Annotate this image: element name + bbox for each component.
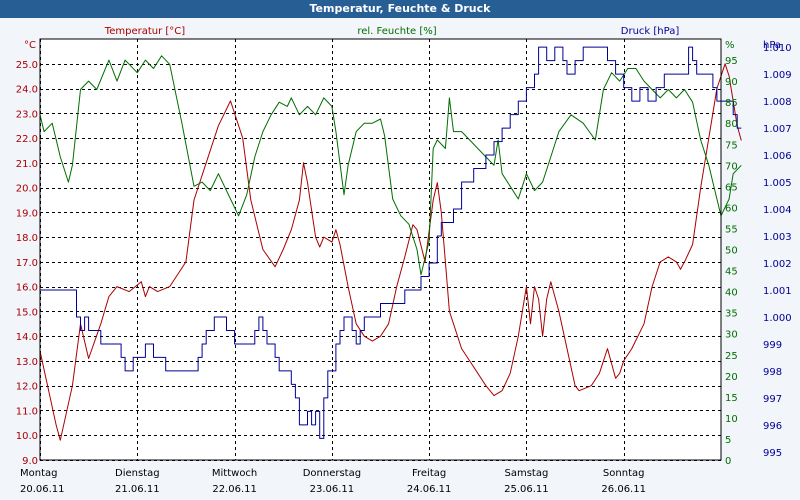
humidity-tick-label: 50 (725, 246, 738, 257)
humidity-tick-label: 35 (725, 309, 738, 320)
humidity-tick-label: 10 (725, 414, 738, 425)
temperature-tick-label: 22.0 (16, 134, 38, 145)
humidity-tick-label: 20 (725, 372, 738, 383)
pressure-tick-label: 1.005 (763, 178, 792, 189)
x-tick-day-label: Sonntag (603, 468, 645, 479)
humidity-tick-label: 30 (725, 330, 738, 341)
series-layer (39, 46, 742, 441)
temperature-tick-label: 16.0 (16, 283, 38, 294)
temperature-tick-label: 19.0 (16, 208, 38, 219)
temperature-tick-label: 12.0 (16, 382, 38, 393)
humidity-tick-label: 40 (725, 288, 738, 299)
humidity-unit-label: % (725, 40, 735, 51)
x-tick-day-label: Mittwoch (212, 468, 257, 479)
pressure-tick-label: 995 (763, 448, 782, 459)
humidity-tick-label: 5 (725, 435, 731, 446)
plot-area (40, 39, 721, 460)
pressure-axis-title: Druck [hPa] (621, 26, 680, 37)
axis-labels: Temperatur [°C] rel. Feuchte [%] Druck [hP… (16, 26, 792, 495)
x-tick-date-label: 21.06.11 (115, 484, 160, 495)
temperature-tick-label: 11.0 (16, 407, 38, 418)
humidity-tick-label: 90 (725, 77, 738, 88)
x-tick-date-label: 20.06.11 (20, 484, 65, 495)
temperature-axis-title: Temperatur [°C] (104, 26, 185, 37)
humidity-tick-label: 15 (725, 393, 738, 404)
humidity-axis-title: rel. Feuchte [%] (357, 26, 436, 37)
x-tick-date-label: 26.06.11 (601, 484, 646, 495)
humidity-tick-label: 60 (725, 203, 738, 214)
pressure-tick-label: 998 (763, 367, 782, 378)
x-tick-date-label: 23.06.11 (310, 484, 355, 495)
x-tick-day-label: Samstag (504, 468, 548, 479)
humidity-tick-label: 0 (725, 456, 731, 467)
temperature-tick-label: 17.0 (16, 258, 38, 269)
pressure-tick-label: 997 (763, 394, 782, 405)
humidity-tick-label: 55 (725, 224, 738, 235)
humidity-tick-label: 65 (725, 182, 738, 193)
pressure-tick-label: 1.002 (763, 259, 792, 270)
chart-plot: Temperatur [°C] rel. Feuchte [%] Druck [hP… (0, 18, 800, 500)
pressure-tick-label: 1.008 (763, 97, 792, 108)
x-tick-date-label: 22.06.11 (212, 484, 257, 495)
x-tick-day-label: Freitag (412, 468, 446, 479)
humidity-tick-label: 70 (725, 161, 738, 172)
temperature-tick-label: 20.0 (16, 184, 38, 195)
x-tick-day-label: Dienstag (115, 468, 160, 479)
temperature-tick-label: 15.0 (16, 307, 38, 318)
x-tick-day-label: Montag (20, 468, 57, 479)
humidity-tick-label: 25 (725, 351, 738, 362)
temperature-unit-label: °C (24, 40, 36, 51)
x-tick-date-label: 24.06.11 (407, 484, 452, 495)
humidity-tick-label: 85 (725, 98, 738, 109)
humidity-tick-label: 75 (725, 140, 738, 151)
x-tick-day-label: Donnerstag (303, 468, 361, 479)
temperature-tick-label: 14.0 (16, 332, 38, 343)
pressure-tick-label: 1.001 (763, 286, 792, 297)
chart-title: Temperatur, Feuchte & Druck (0, 0, 800, 18)
humidity-tick-label: 95 (725, 56, 738, 67)
pressure-tick-label: 996 (763, 421, 782, 432)
temperature-tick-label: 24.0 (16, 85, 38, 96)
humidity-tick-label: 80 (725, 119, 738, 130)
pressure-unit-label: hPa (763, 40, 781, 51)
temperature-tick-label: 9.0 (22, 456, 38, 467)
series-line-temperature (39, 63, 742, 441)
x-tick-date-label: 25.06.11 (504, 484, 549, 495)
pressure-tick-label: 1.004 (763, 205, 792, 216)
pressure-tick-label: 999 (763, 340, 782, 351)
pressure-tick-label: 1.010 (763, 43, 792, 54)
temperature-tick-label: 23.0 (16, 109, 38, 120)
plot-frame (39, 38, 722, 461)
series-line-pressure (40, 46, 742, 439)
temperature-tick-label: 21.0 (16, 159, 38, 170)
pressure-tick-label: 1.007 (763, 124, 792, 135)
pressure-tick-label: 1.006 (763, 151, 792, 162)
temperature-tick-label: 18.0 (16, 233, 38, 244)
temperature-tick-label: 10.0 (16, 431, 38, 442)
temperature-tick-label: 13.0 (16, 357, 38, 368)
pressure-tick-label: 1.000 (763, 313, 792, 324)
pressure-tick-label: 1.009 (763, 70, 792, 81)
humidity-tick-label: 45 (725, 267, 738, 278)
pressure-tick-label: 1.003 (763, 232, 792, 243)
temperature-tick-label: 25.0 (16, 60, 38, 71)
series-line-humidity (39, 55, 742, 276)
